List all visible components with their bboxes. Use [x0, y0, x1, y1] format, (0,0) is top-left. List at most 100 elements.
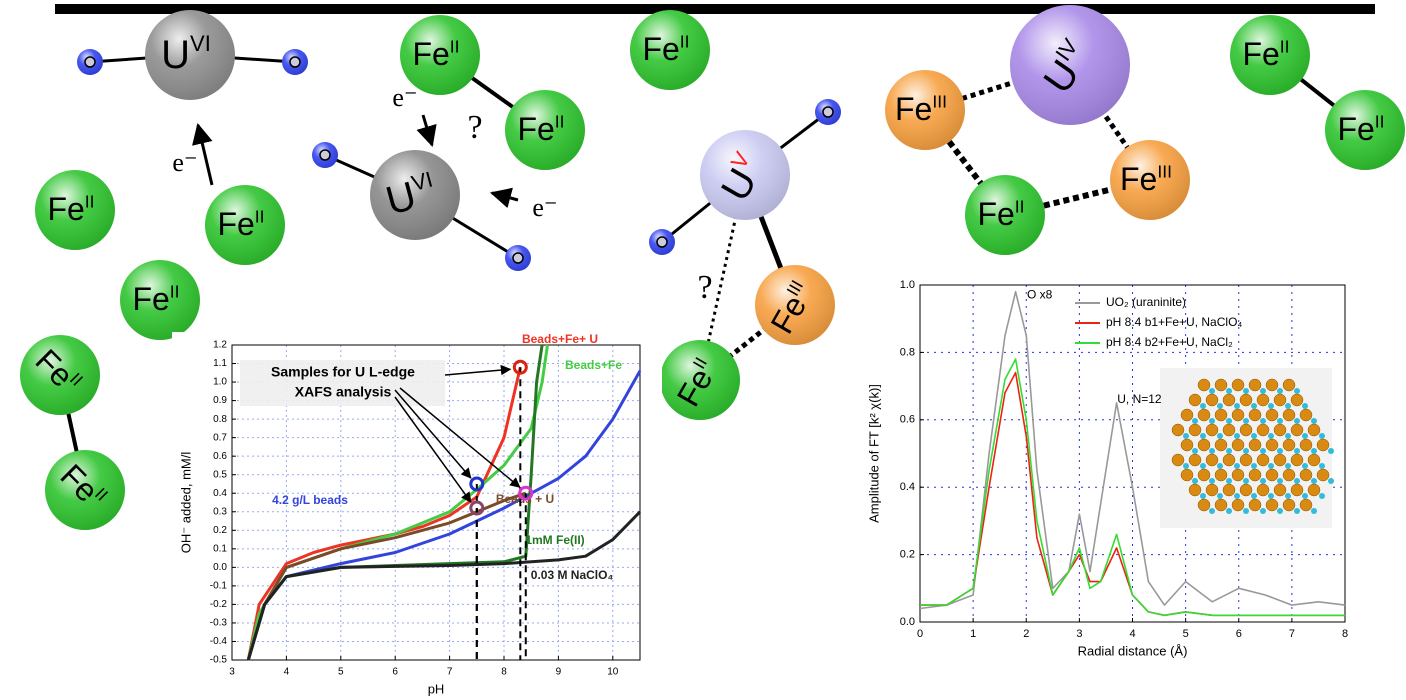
crystal-oxygen: [1234, 463, 1240, 469]
x-tick-label: 8: [1342, 628, 1348, 640]
crystal-oxygen: [1319, 433, 1325, 439]
crystal-uranium: [1189, 424, 1201, 436]
crystal-uranium: [1189, 394, 1201, 406]
crystal-uranium: [1266, 499, 1278, 511]
y-tick-label: 0.3: [213, 506, 227, 517]
crystal-oxygen: [1217, 403, 1223, 409]
crystal-oxygen: [1226, 478, 1232, 484]
crystal-uranium: [1181, 409, 1193, 421]
crystal-uranium: [1274, 424, 1286, 436]
crystal-uranium: [1249, 499, 1261, 511]
crystal-uranium: [1223, 394, 1235, 406]
y-tick-label: -0.5: [210, 655, 228, 666]
x-tick-label: 5: [338, 667, 344, 678]
y-tick-label: -0.1: [210, 581, 228, 592]
crystal-oxygen: [1209, 418, 1215, 424]
crystal-uranium: [1240, 394, 1252, 406]
crystal-uranium: [1300, 439, 1312, 451]
crystal-uranium: [1257, 424, 1269, 436]
element: Fe: [642, 31, 679, 67]
crystal-uranium: [1172, 424, 1184, 436]
crystal-uranium: [1206, 454, 1218, 466]
series-label: Beads+Fe: [565, 358, 622, 372]
crystal-uranium: [1206, 484, 1218, 496]
crystal-uranium: [1291, 424, 1303, 436]
y-axis-label: OH⁻ added, mM/l: [178, 452, 193, 554]
electron-arrow: [492, 193, 518, 200]
oxidation-state: VI: [190, 31, 211, 56]
element: Fe: [977, 196, 1014, 232]
crystal-uranium: [1223, 484, 1235, 496]
oxygen-core: [320, 150, 330, 160]
crystal-oxygen: [1192, 478, 1198, 484]
x-tick-label: 4: [284, 667, 290, 678]
oxygen-core: [823, 107, 833, 117]
crystal-oxygen: [1285, 493, 1291, 499]
crystal-uranium: [1308, 484, 1320, 496]
peak-annotation: U, N=12: [1117, 392, 1162, 406]
crystal-uranium: [1223, 424, 1235, 436]
y-tick-label: 0.9: [213, 395, 227, 406]
crystal-oxygen: [1183, 433, 1189, 439]
oxidation-state: II: [555, 111, 565, 131]
annotation-text: XAFS analysis: [295, 384, 392, 400]
crystal-oxygen: [1243, 388, 1249, 394]
crystal-oxygen: [1285, 403, 1291, 409]
question-mark: ?: [467, 109, 482, 146]
element: Fe: [412, 36, 449, 72]
crystal-uranium: [1223, 454, 1235, 466]
crystal-uranium: [1198, 499, 1210, 511]
crystal-uranium: [1249, 409, 1261, 421]
oxidation-state: II: [85, 191, 95, 211]
crystal-oxygen: [1260, 448, 1266, 454]
crystal-oxygen: [1311, 448, 1317, 454]
crystal-oxygen: [1217, 493, 1223, 499]
oxidation-state: II: [255, 206, 265, 226]
crystal-uranium: [1249, 469, 1261, 481]
electron-arrow: [423, 115, 432, 145]
x-tick-label: 3: [1076, 628, 1082, 640]
crystal-uranium: [1240, 484, 1252, 496]
crystal-oxygen: [1268, 463, 1274, 469]
crystal-oxygen: [1226, 508, 1232, 514]
y-tick-label: 0.8: [900, 346, 915, 358]
crystal-uranium: [1249, 439, 1261, 451]
element: Fe: [132, 281, 169, 317]
y-tick-label: 0.2: [213, 525, 227, 536]
crystal-uranium: [1215, 379, 1227, 391]
x-tick-label: 3: [229, 667, 235, 678]
x-tick-label: 2: [1023, 628, 1029, 640]
crystal-oxygen: [1251, 463, 1257, 469]
electron-arrow: [198, 125, 212, 185]
crystal-oxygen: [1200, 433, 1206, 439]
crystal-uranium: [1283, 499, 1295, 511]
crystal-oxygen: [1192, 448, 1198, 454]
crystal-uranium: [1240, 454, 1252, 466]
crystal-oxygen: [1319, 463, 1325, 469]
oxygen-core: [85, 57, 95, 67]
legend-label: pH 8.4 b2+Fe+U, NaCl₂: [1106, 335, 1233, 349]
y-tick-label: 1.0: [213, 377, 227, 388]
crystal-oxygen: [1251, 493, 1257, 499]
y-tick-label: -0.4: [210, 636, 228, 647]
crystal-uranium: [1317, 469, 1329, 481]
crystal-oxygen: [1277, 388, 1283, 394]
y-tick-label: 0.1: [213, 543, 227, 554]
crystal-oxygen: [1302, 463, 1308, 469]
crystal-uranium: [1266, 409, 1278, 421]
crystal-oxygen: [1209, 388, 1215, 394]
crystal-uranium: [1232, 439, 1244, 451]
crystal-uranium: [1198, 409, 1210, 421]
crystal-oxygen: [1268, 403, 1274, 409]
series-label: Beads+Fe+ U: [522, 332, 598, 346]
y-tick-label: 0.6: [900, 414, 915, 426]
crystal-oxygen: [1268, 493, 1274, 499]
oxidation-state: II: [1280, 36, 1290, 56]
legend-label: pH 8.4 b1+Fe+U, NaClO₄: [1106, 315, 1242, 329]
element: Fe: [47, 191, 84, 227]
y-tick-label: 0.0: [900, 616, 915, 628]
y-tick-label: -0.2: [210, 599, 228, 610]
crystal-uranium: [1283, 469, 1295, 481]
crystal-uranium: [1198, 379, 1210, 391]
